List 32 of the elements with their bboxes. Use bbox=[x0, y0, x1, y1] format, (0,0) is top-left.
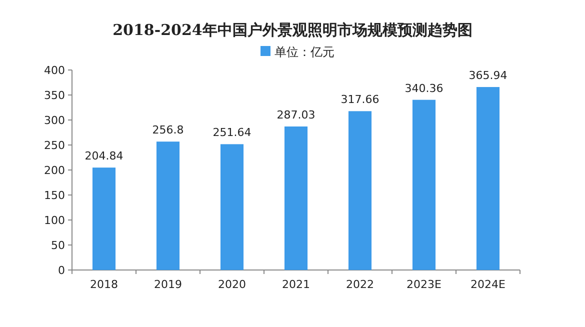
chart-title: 2018-2024年中国户外景观照明市场规模预测趋势图 bbox=[112, 21, 472, 39]
bar bbox=[412, 100, 436, 270]
x-tick-label: 2021 bbox=[282, 278, 310, 291]
data-label: 317.66 bbox=[340, 93, 380, 106]
y-tick-label: 300 bbox=[44, 114, 65, 127]
y-tick-label: 100 bbox=[44, 214, 65, 227]
data-label: 340.36 bbox=[404, 82, 444, 95]
bar bbox=[284, 126, 308, 270]
y-tick-label: 50 bbox=[51, 239, 65, 252]
data-label: 365.94 bbox=[468, 69, 508, 82]
bar bbox=[156, 142, 180, 270]
data-label: 287.03 bbox=[276, 108, 316, 122]
bar bbox=[92, 168, 116, 270]
x-tick-label: 2024E bbox=[470, 278, 506, 291]
x-tick-label: 2018 bbox=[90, 278, 118, 291]
y-tick-label: 0 bbox=[58, 264, 65, 277]
bar bbox=[348, 111, 372, 270]
legend-label: 单位：亿元 bbox=[274, 45, 334, 59]
x-tick-label: 2020 bbox=[218, 278, 246, 291]
y-tick-label: 400 bbox=[44, 64, 65, 77]
x-tick-label: 2023E bbox=[406, 278, 442, 291]
data-label: 204.84 bbox=[84, 150, 124, 163]
bar bbox=[220, 144, 244, 270]
data-label: 256.8 bbox=[152, 124, 184, 137]
data-label: 251.64 bbox=[212, 126, 252, 140]
bar bbox=[476, 87, 500, 270]
y-tick-label: 150 bbox=[44, 189, 65, 202]
y-tick-label: 200 bbox=[44, 164, 65, 177]
x-tick-label: 2019 bbox=[154, 278, 182, 291]
y-tick-label: 350 bbox=[44, 89, 65, 102]
y-tick-label: 250 bbox=[44, 139, 65, 152]
x-tick-label: 2022 bbox=[346, 278, 374, 291]
